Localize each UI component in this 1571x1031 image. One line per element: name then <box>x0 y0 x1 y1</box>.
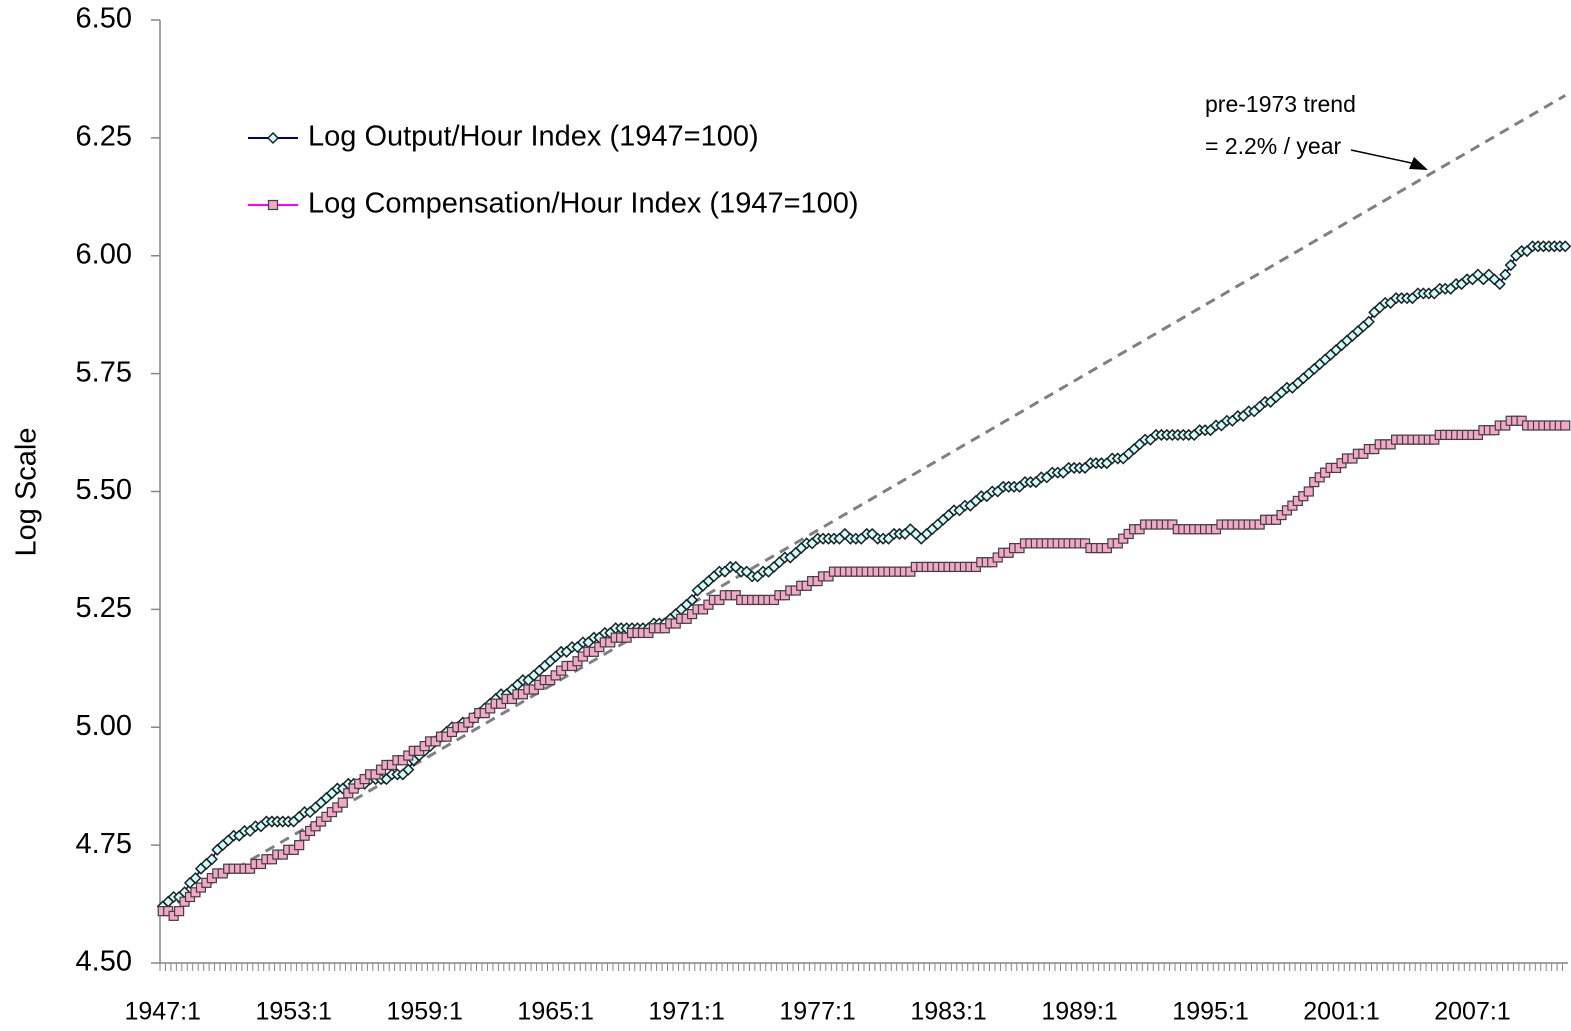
marker <box>1499 268 1512 281</box>
marker <box>1559 240 1571 253</box>
marker <box>686 593 699 607</box>
marker <box>402 763 415 776</box>
marker <box>205 853 218 866</box>
y-axis-title: Log Scale <box>11 428 43 557</box>
y-tick-label: 6.50 <box>76 3 132 35</box>
x-tick-label: 1971:1 <box>648 998 724 1026</box>
marker <box>174 906 185 917</box>
x-tick-label: 2001:1 <box>1303 998 1379 1026</box>
series <box>157 415 1571 921</box>
marker <box>1303 486 1314 497</box>
marker <box>294 840 305 851</box>
y-tick-label: 5.75 <box>76 356 132 388</box>
y-tick-label: 4.50 <box>76 946 132 978</box>
y-tick-label: 6.00 <box>76 238 132 270</box>
x-tick-label: 1953:1 <box>255 998 331 1026</box>
annotation: pre-1973 trend <box>1205 91 1356 117</box>
x-tick-label: 1947:1 <box>124 998 200 1026</box>
legend-marker <box>266 131 280 145</box>
annotation-arrow <box>1350 149 1428 170</box>
x-tick-label: 1989:1 <box>1041 998 1117 1026</box>
marker <box>189 872 202 885</box>
x-tick-label: 1959:1 <box>386 998 462 1026</box>
y-tick-label: 5.00 <box>76 710 132 742</box>
x-tick-label: 1977:1 <box>779 998 855 1026</box>
marker <box>1493 277 1506 291</box>
marker <box>1504 259 1517 272</box>
marker <box>1362 315 1375 328</box>
x-tick-label: 1995:1 <box>1172 998 1248 1026</box>
y-tick-label: 6.25 <box>76 121 132 153</box>
legend-label: Log Output/Hour Index (1947=100) <box>308 121 759 153</box>
x-tick-label: 1965:1 <box>517 998 593 1026</box>
y-tick-label: 5.50 <box>76 474 132 506</box>
marker <box>1560 420 1571 431</box>
x-tick-label: 2007:1 <box>1434 998 1510 1026</box>
annotation: = 2.2% / year <box>1205 133 1341 159</box>
legend-label: Log Compensation/Hour Index (1947=100) <box>308 188 859 220</box>
marker <box>337 797 348 808</box>
x-tick-label: 1983:1 <box>910 998 986 1026</box>
series-line <box>162 420 1566 917</box>
trend-line <box>161 94 1567 913</box>
y-tick-label: 4.75 <box>76 828 132 860</box>
legend-marker <box>267 199 279 211</box>
y-tick-label: 5.25 <box>76 592 132 624</box>
